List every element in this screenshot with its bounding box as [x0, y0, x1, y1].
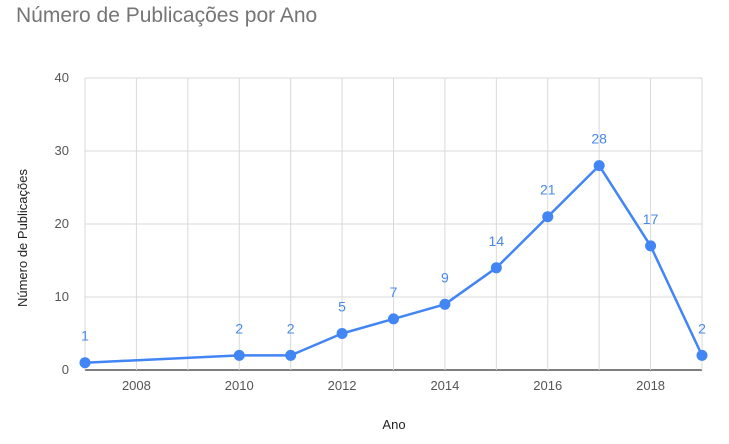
y-tick-label: 20: [55, 216, 69, 231]
y-tick-label: 0: [62, 362, 69, 377]
x-axis-label: Ano: [382, 417, 405, 432]
data-label: 17: [643, 211, 659, 227]
data-label: 28: [591, 131, 607, 147]
x-tick-label: 2010: [225, 378, 254, 393]
data-label: 14: [489, 233, 505, 249]
data-point: [285, 349, 297, 361]
data-point: [388, 313, 399, 325]
data-label: 7: [390, 284, 398, 300]
data-point: [79, 357, 91, 369]
x-tick-label: 2008: [122, 378, 151, 393]
data-point: [593, 160, 605, 172]
data-point: [645, 240, 657, 252]
data-label: 21: [540, 182, 556, 198]
y-axis-label: Número de Publicações: [15, 168, 30, 307]
x-tick-label: 2016: [533, 378, 562, 393]
data-label: 1: [81, 328, 89, 344]
data-point: [542, 211, 554, 223]
data-labels: 1 2 2 5 7 9 14 21 28 17 2: [81, 131, 706, 344]
y-tick-label: 30: [55, 143, 69, 158]
data-point: [336, 328, 348, 339]
y-axis-ticks: 0 10 20 30 40: [55, 70, 69, 377]
data-point: [439, 298, 451, 310]
x-tick-label: 2014: [430, 378, 459, 393]
x-tick-label: 2012: [328, 378, 357, 393]
grid-lines: [84, 77, 703, 371]
series-publicacoes: [79, 160, 708, 369]
x-tick-label: 2018: [636, 378, 665, 393]
data-point: [696, 349, 708, 361]
data-label: 9: [441, 269, 449, 285]
y-tick-label: 40: [55, 70, 69, 85]
data-label: 2: [698, 320, 706, 336]
data-label: 2: [287, 320, 295, 336]
y-tick-label: 10: [55, 289, 69, 304]
data-point: [490, 262, 502, 274]
x-axis-ticks: 2008 2010 2012 2014 2016 2018: [122, 378, 665, 393]
data-point: [233, 349, 245, 361]
chart-title: Número de Publicações por Ano: [16, 4, 318, 27]
data-label: 5: [338, 299, 346, 315]
data-label: 2: [235, 320, 243, 336]
